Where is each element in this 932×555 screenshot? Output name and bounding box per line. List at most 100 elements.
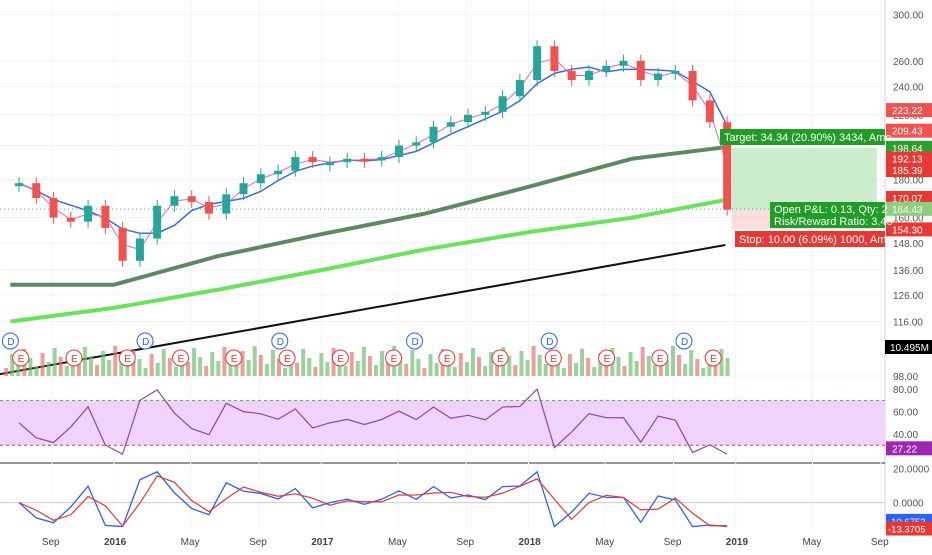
price-label-text: 198.64 — [892, 144, 923, 155]
volume-bar — [398, 355, 403, 376]
pnl-label: Open P&L: 0.13, Qty: 2 — [774, 204, 888, 216]
candle-body — [14, 183, 23, 187]
dividend-marker — [136, 332, 154, 350]
price-label-tag — [886, 163, 932, 178]
volume-bar — [276, 359, 281, 376]
volume-bar — [228, 356, 233, 376]
volume-bar — [464, 362, 469, 376]
earnings-marker-letter: E — [231, 354, 238, 365]
plot-background — [0, 0, 885, 548]
candle-body — [602, 65, 611, 71]
volume-bar — [28, 358, 33, 376]
earnings-marker-letter: E — [124, 354, 131, 365]
volume-bar — [283, 368, 288, 376]
volume-bar — [252, 346, 257, 376]
candle-body — [688, 70, 697, 101]
volume-bar — [82, 347, 87, 376]
rsi-line — [18, 388, 728, 456]
earnings-marker-letter: E — [18, 354, 25, 365]
earnings-marker-letter: E — [391, 354, 398, 365]
volume-bar — [10, 354, 15, 376]
volume-bar — [416, 359, 421, 376]
candle-body — [464, 114, 473, 123]
volume-bar — [325, 362, 330, 376]
candle-body — [550, 46, 559, 71]
price-label-text: 185.39 — [892, 166, 923, 177]
volume-bar — [313, 367, 318, 376]
price-label-tag — [886, 222, 932, 237]
volume-bar — [434, 363, 439, 376]
earnings-marker — [331, 349, 349, 367]
dividend-marker-letter: D — [277, 337, 284, 348]
candle-body — [619, 60, 628, 66]
time-tick-label: May — [802, 537, 821, 548]
candle-body — [412, 142, 421, 146]
price-series — [0, 40, 732, 376]
volume-bar — [561, 368, 566, 376]
candle-body — [705, 100, 714, 123]
volume-bar — [519, 351, 524, 376]
volume-bar — [513, 365, 518, 376]
volume-bar — [210, 352, 215, 376]
candle-body — [187, 196, 196, 202]
candle-body — [723, 122, 732, 210]
volume-bar — [361, 347, 366, 376]
earnings-marker-letter: E — [604, 354, 611, 365]
volume-bar — [52, 348, 57, 376]
earnings-marker — [12, 349, 30, 367]
volume-bar — [628, 352, 633, 376]
candle-body — [446, 122, 455, 127]
candle-body — [584, 70, 593, 81]
volume-bar — [113, 346, 118, 376]
volume-bar — [446, 358, 451, 376]
dividend-marker-letter: D — [7, 337, 14, 348]
volume-bar — [4, 368, 9, 376]
volume-bar — [567, 354, 572, 376]
earnings-marker — [704, 349, 722, 367]
candle-body — [429, 126, 438, 143]
time-tick-label: May — [181, 537, 200, 548]
volume-bar — [119, 355, 124, 376]
volume-bar — [422, 368, 427, 376]
ma-long-line — [10, 198, 726, 324]
volume-bar — [507, 356, 512, 376]
volume-bar — [149, 354, 154, 376]
volume-bar — [143, 368, 148, 376]
candle-body — [515, 80, 524, 97]
dividend-marker-letter: D — [412, 337, 419, 348]
target-tag[interactable]: Target: 34.34 (20.90%) 3434, Amo — [720, 129, 892, 145]
earnings-marker-letter: E — [284, 354, 291, 365]
profit-zone — [731, 147, 877, 210]
price-label-text: 164.43 — [892, 205, 923, 216]
pnl-tag[interactable]: Open P&L: 0.13, Qty: 2 Risk/Reward Ratio… — [770, 202, 893, 228]
volume-bar — [489, 352, 494, 376]
volume-bar — [137, 359, 142, 376]
volume-bar — [671, 346, 676, 376]
price-tick-label: 126.00 — [893, 291, 924, 302]
volume-bar — [477, 357, 482, 376]
volume-bar — [173, 367, 178, 376]
volume-bar — [452, 367, 457, 376]
candle-body — [671, 70, 680, 74]
price-tick-label: 116.00 — [893, 318, 923, 329]
rsi-tick-label: 80.00 — [893, 385, 918, 396]
support-trendline — [0, 244, 726, 376]
volume-bar — [458, 353, 463, 376]
price-tick-label: 160.00 — [893, 214, 924, 225]
volume-bar — [525, 360, 530, 376]
macd-signal-line — [18, 475, 728, 527]
macd-tick-label: 0.0000 — [893, 499, 924, 510]
macd-tick-label: 20.0000 — [893, 464, 930, 475]
volume-bar — [616, 357, 621, 376]
volume-bar — [16, 363, 21, 376]
earnings-marker — [544, 349, 562, 367]
volume-bar — [258, 355, 263, 376]
earnings-marker — [491, 349, 509, 367]
candle-body — [222, 194, 231, 214]
candle-body — [256, 174, 265, 184]
earnings-marker — [118, 349, 136, 367]
price-tick-label: 260.00 — [893, 57, 924, 68]
stop-tag[interactable]: Stop: 10.00 (6.09%) 1000, Amo — [735, 231, 893, 247]
